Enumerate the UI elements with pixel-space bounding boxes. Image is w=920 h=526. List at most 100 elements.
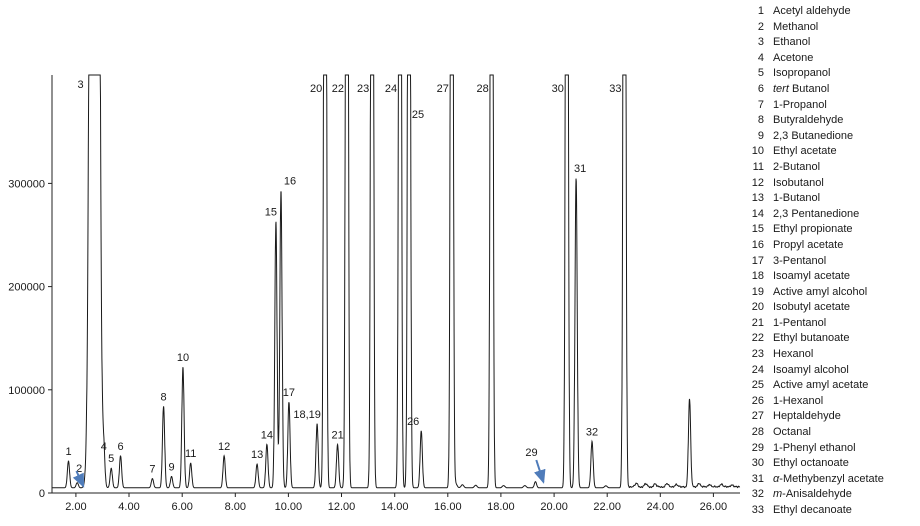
- legend-item-number: 24: [751, 363, 764, 376]
- legend-item: 25 Active amyl acetate: [748, 378, 918, 394]
- legend-item-number: 33: [751, 504, 764, 516]
- x-tick-label: 8.00: [225, 501, 246, 513]
- legend-item: 27 Heptaldehyde: [748, 409, 918, 425]
- legend-item-number: 16: [751, 238, 764, 251]
- legend-item: 22 Ethyl butanoate: [748, 331, 918, 347]
- x-tick-label: 22.00: [593, 501, 621, 513]
- legend-item-name: 2-Butanol: [773, 160, 821, 173]
- peak-label: 10: [177, 352, 189, 364]
- legend-item: 12 Isobutanol: [748, 176, 918, 192]
- legend-item-number: 30: [751, 457, 764, 470]
- legend-item: 29 1-Phenyl ethanol: [748, 441, 918, 457]
- legend-item-name: Butyraldehyde: [773, 114, 844, 127]
- chromatogram-trace: [52, 74, 741, 489]
- legend-item-number: 10: [751, 145, 764, 158]
- peak-label: 15: [265, 207, 277, 219]
- legend-item: 15 Ethyl propionate: [748, 222, 918, 238]
- axes: [51, 75, 740, 494]
- legend-item: 33 Ethyl decanoate: [748, 503, 918, 519]
- legend-item: 13 1-Butanol: [748, 191, 918, 207]
- x-tick-label: 4.00: [118, 501, 139, 513]
- peak-label: 26: [407, 416, 419, 428]
- legend-item-name: 1-Phenyl ethanol: [773, 441, 856, 454]
- peak-label: 17: [283, 387, 295, 399]
- legend-item-name: 2,3 Butanedione: [773, 129, 854, 142]
- legend-item-number: 22: [751, 332, 764, 345]
- legend-item-number: 15: [751, 223, 764, 236]
- legend-item-number: 11: [752, 160, 764, 173]
- x-tick-label: 16.00: [434, 501, 462, 513]
- legend-item-name: Propyl acetate: [773, 238, 844, 251]
- legend-item: 28 Octanal: [748, 425, 918, 441]
- legend-item-name: 1-Hexanol: [773, 394, 824, 407]
- legend-item: 18 Isoamyl acetate: [748, 269, 918, 285]
- legend-item: 14 2,3 Pentanedione: [748, 207, 918, 223]
- x-tick-label: 10.00: [275, 501, 303, 513]
- legend-item: 11 2-Butanol: [748, 160, 918, 176]
- legend-item-number: 32: [751, 488, 764, 501]
- y-tick-label: 0: [39, 488, 45, 500]
- peak-label: 33: [609, 83, 621, 95]
- legend-item-number: 20: [751, 301, 764, 314]
- peak-label: 21: [331, 429, 343, 441]
- peak-label: 7: [149, 464, 155, 476]
- peak-label: 31: [574, 163, 586, 175]
- legend-item-name: Acetyl aldehyde: [773, 5, 851, 17]
- x-tick-label: 12.00: [328, 501, 356, 513]
- legend-item: 32 m-Anisaldehyde: [748, 487, 918, 503]
- peak-label: 25: [412, 109, 424, 121]
- legend-item-number: 13: [751, 192, 764, 205]
- legend-item-number: 5: [757, 67, 764, 80]
- x-tick-label: 26.00: [700, 501, 728, 513]
- legend-item-number: 28: [751, 426, 764, 439]
- legend-item-name: Ethyl acetate: [773, 145, 837, 158]
- legend-item: 10 Ethyl acetate: [748, 144, 918, 160]
- legend-item-name: Ethyl octanoate: [773, 457, 849, 470]
- legend-item: 8 Butyraldehyde: [748, 113, 918, 129]
- legend-item: 24 Isoamyl alcohol: [748, 363, 918, 379]
- annotation-arrow-icon: [72, 470, 85, 488]
- legend-item-number: 29: [751, 441, 764, 454]
- legend-item-number: 8: [757, 114, 764, 127]
- x-tick-label: 6.00: [171, 501, 192, 513]
- legend-item-name: Active amyl alcohol: [773, 285, 868, 298]
- legend-item-number: 9: [757, 129, 764, 142]
- peak-label: 6: [117, 441, 123, 453]
- legend-item-number: 12: [751, 176, 764, 189]
- legend-item: 16 Propyl acetate: [748, 238, 918, 254]
- y-tick-label: 200000: [8, 282, 45, 294]
- legend-item: 23 Hexanol: [748, 347, 918, 363]
- legend-item-number: 26: [751, 394, 764, 407]
- peak-label: 12: [218, 441, 230, 453]
- peak-label: 2: [76, 463, 82, 475]
- legend-item: 6 tert Butanol: [748, 82, 918, 98]
- legend-item: 3 Ethanol: [748, 35, 918, 51]
- legend-item: 20 Isobutyl acetate: [748, 300, 918, 316]
- annotation-arrow-icon: [534, 459, 546, 484]
- legend-item: 17 3-Pentanol: [748, 254, 918, 270]
- x-tick-label: 18.00: [487, 501, 515, 513]
- legend-item: 19 Active amyl alcohol: [748, 285, 918, 301]
- peak-label: 13: [251, 449, 263, 461]
- legend-item: 26 1-Hexanol: [748, 394, 918, 410]
- legend-item-name: Methanol: [773, 20, 819, 33]
- peak-label: 23: [357, 83, 369, 95]
- legend-item-number: 6: [757, 82, 764, 95]
- legend-item-name: Acetone: [773, 51, 814, 64]
- legend-item: 30 Ethyl octanoate: [748, 456, 918, 472]
- legend-item-name: Isoamyl acetate: [773, 270, 851, 283]
- legend-item: 21 1-Pentanol: [748, 316, 918, 332]
- legend-item: 9 2,3 Butanedione: [748, 129, 918, 145]
- x-tick-label: 14.00: [381, 501, 409, 513]
- legend-item-name: tert Butanol: [773, 82, 830, 95]
- legend-item: 4 Acetone: [748, 51, 918, 67]
- legend-item-number: 23: [751, 348, 764, 361]
- legend-item-name: Heptaldehyde: [773, 410, 841, 423]
- x-tick-label: 24.00: [647, 501, 675, 513]
- compound-legend: 1 Acetyl aldehyde 2 Methanol 3 Ethanol 4 Aceton…: [748, 4, 918, 519]
- legend-item-number: 25: [751, 379, 764, 392]
- peak-label: 14: [261, 429, 273, 441]
- y-tick-label: 300000: [8, 178, 45, 190]
- legend-item-name: 2,3 Pentanedione: [773, 207, 860, 220]
